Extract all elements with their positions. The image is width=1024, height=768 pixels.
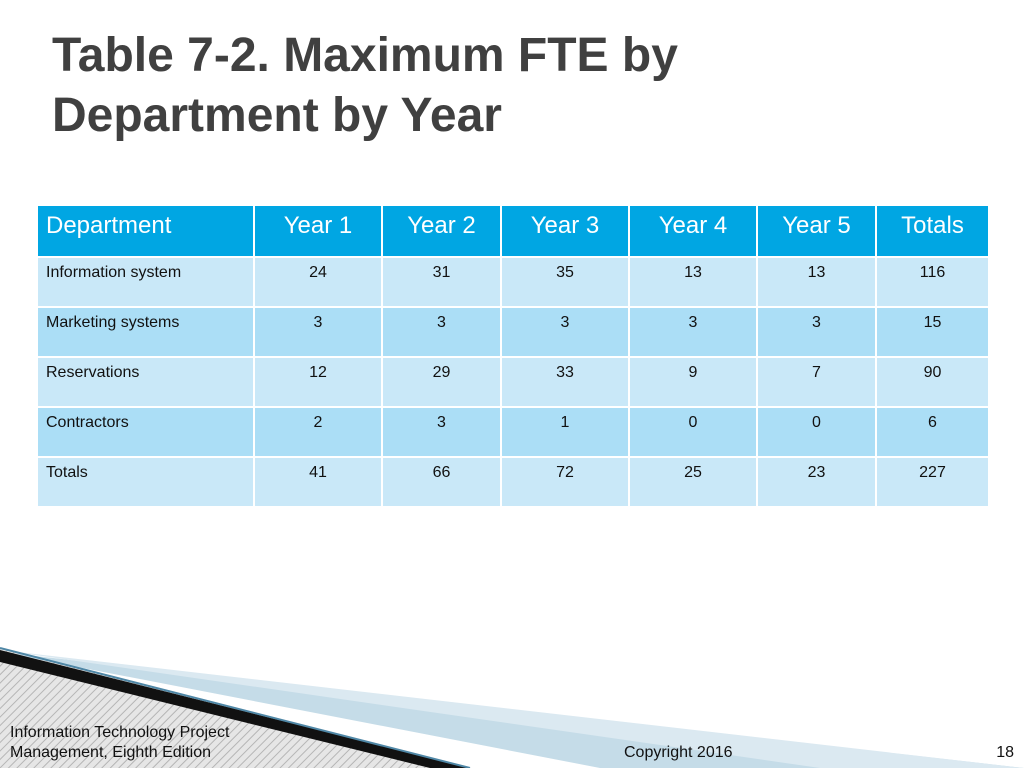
department-cell: Information system [36,256,255,308]
header-year-1: Year 1 [253,204,383,258]
year-3-cell: 72 [500,456,630,508]
header-year-4: Year 4 [628,204,758,258]
year-1-cell: 12 [253,356,383,408]
year-2-cell: 3 [381,406,502,458]
slide-title: Table 7-2. Maximum FTE by Department by … [52,26,952,146]
table-header-row: Department Year 1 Year 2 Year 3 Year 4 Y… [36,204,990,258]
footer-pale-band [0,650,1024,768]
totals-cell: 6 [875,406,990,458]
year-5-cell: 7 [756,356,877,408]
header-department: Department [36,204,255,258]
year-5-cell: 23 [756,456,877,508]
year-4-cell: 25 [628,456,758,508]
year-2-cell: 3 [381,306,502,358]
table-row: Contractors 2 3 1 0 0 6 [36,406,990,458]
footer-book-title: Information Technology Project Managemen… [10,723,229,763]
year-1-cell: 41 [253,456,383,508]
year-3-cell: 35 [500,256,630,308]
year-1-cell: 2 [253,406,383,458]
slide-title-line-2: Department by Year [52,89,502,142]
year-5-cell: 3 [756,306,877,358]
header-year-5: Year 5 [756,204,877,258]
year-4-cell: 13 [628,256,758,308]
year-4-cell: 3 [628,306,758,358]
year-4-cell: 0 [628,406,758,458]
department-cell: Totals [36,456,255,508]
header-year-3: Year 3 [500,204,630,258]
footer-book-title-line-2: Management, Eighth Edition [10,744,212,761]
table-row: Information system 24 31 35 13 13 116 [36,256,990,308]
header-totals: Totals [875,204,990,258]
year-3-cell: 1 [500,406,630,458]
footer-blue-line [0,647,471,768]
totals-cell: 116 [875,256,990,308]
year-1-cell: 24 [253,256,383,308]
totals-cell: 90 [875,356,990,408]
fte-table: Department Year 1 Year 2 Year 3 Year 4 Y… [36,204,990,508]
year-2-cell: 29 [381,356,502,408]
department-cell: Marketing systems [36,306,255,358]
year-2-cell: 31 [381,256,502,308]
year-5-cell: 0 [756,406,877,458]
header-year-2: Year 2 [381,204,502,258]
year-2-cell: 66 [381,456,502,508]
department-cell: Contractors [36,406,255,458]
footer-book-title-line-1: Information Technology Project [10,724,230,741]
table-row: Reservations 12 29 33 9 7 90 [36,356,990,408]
year-3-cell: 3 [500,306,630,358]
department-cell: Reservations [36,356,255,408]
year-4-cell: 9 [628,356,758,408]
totals-cell: 227 [875,456,990,508]
year-5-cell: 13 [756,256,877,308]
slide-title-line-1: Table 7-2. Maximum FTE by [52,29,678,82]
table-row: Marketing systems 3 3 3 3 3 15 [36,306,990,358]
footer-copyright: Copyright 2016 [624,744,733,761]
year-3-cell: 33 [500,356,630,408]
table-row: Totals 41 66 72 25 23 227 [36,456,990,508]
totals-cell: 15 [875,306,990,358]
footer-decoration [0,647,1024,768]
year-1-cell: 3 [253,306,383,358]
page-number: 18 [996,744,1014,761]
